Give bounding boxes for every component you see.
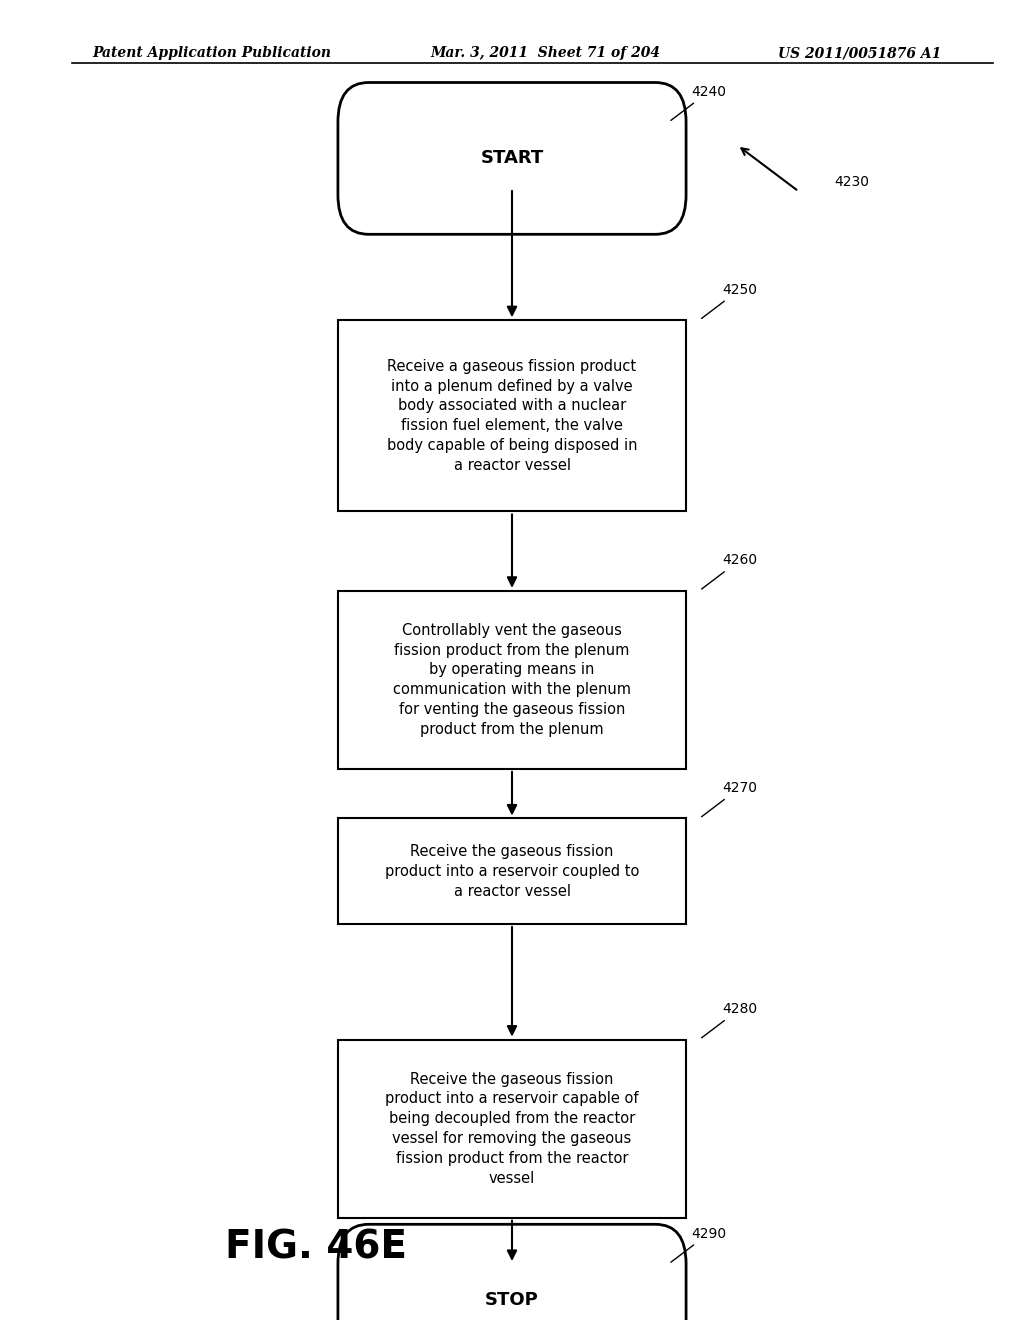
Text: 4260: 4260: [701, 553, 757, 589]
Text: STOP: STOP: [485, 1291, 539, 1309]
FancyBboxPatch shape: [338, 818, 686, 924]
Text: Patent Application Publication: Patent Application Publication: [92, 46, 331, 61]
Text: Receive a gaseous fission product
into a plenum defined by a valve
body associat: Receive a gaseous fission product into a…: [387, 359, 637, 473]
Text: 4250: 4250: [701, 282, 757, 318]
FancyBboxPatch shape: [338, 1225, 686, 1320]
FancyBboxPatch shape: [338, 319, 686, 511]
Text: 4270: 4270: [701, 781, 757, 817]
Text: FIG. 46E: FIG. 46E: [225, 1229, 408, 1266]
Text: Receive the gaseous fission
product into a reservoir coupled to
a reactor vessel: Receive the gaseous fission product into…: [385, 843, 639, 899]
Text: 4240: 4240: [671, 84, 726, 120]
Text: Mar. 3, 2011  Sheet 71 of 204: Mar. 3, 2011 Sheet 71 of 204: [430, 46, 660, 61]
FancyBboxPatch shape: [338, 82, 686, 235]
Text: 4230: 4230: [835, 176, 869, 189]
Text: 4280: 4280: [701, 1002, 757, 1038]
Text: US 2011/0051876 A1: US 2011/0051876 A1: [778, 46, 941, 61]
Text: Receive the gaseous fission
product into a reservoir capable of
being decoupled : Receive the gaseous fission product into…: [385, 1072, 639, 1185]
Text: 4290: 4290: [671, 1226, 726, 1262]
Text: START: START: [480, 149, 544, 168]
Text: Controllably vent the gaseous
fission product from the plenum
by operating means: Controllably vent the gaseous fission pr…: [393, 623, 631, 737]
FancyBboxPatch shape: [338, 591, 686, 768]
FancyBboxPatch shape: [338, 1040, 686, 1217]
